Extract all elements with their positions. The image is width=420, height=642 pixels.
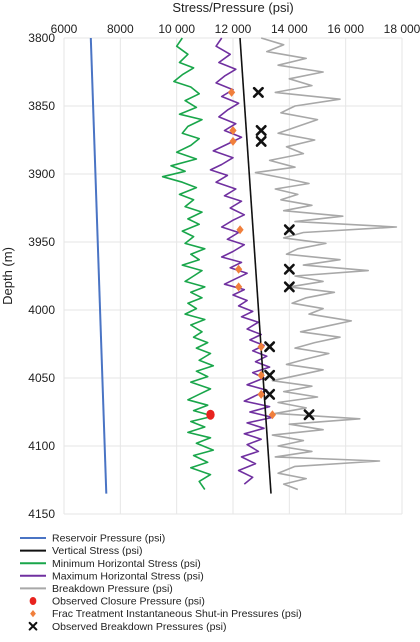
frac-treatment-instantaneous-shut-in-pressures-marker	[257, 370, 265, 380]
reservoir-pressure-line	[89, 37, 108, 494]
observed-breakdown-pressures-marker	[264, 341, 276, 353]
legend-label-observed-closure-pressure: Observed Closure Pressure (psi)	[52, 596, 205, 608]
frac-treatment-instantaneous-shut-in-pressures-marker	[229, 125, 237, 135]
frac-treatment-instantaneous-shut-in-pressures-marker	[229, 136, 237, 146]
observed-breakdown-pressures-marker	[255, 124, 267, 136]
x-tick-label: 10 000	[158, 22, 195, 36]
y-tick-label: 3850	[28, 99, 55, 113]
observed-closure-pressure-marker	[206, 409, 215, 420]
x-tick-label: 18 000	[384, 22, 420, 36]
frac-treatment-instantaneous-shut-in-pressures-marker	[257, 342, 265, 352]
observed-breakdown-pressures-marker	[252, 86, 264, 98]
y-tick-label: 4100	[28, 439, 55, 453]
observed-breakdown-pressures-marker	[283, 281, 295, 293]
y-tick-labels: 3800 3850 3900 3950 4000 4050 4100 4150	[28, 31, 55, 521]
legend-label-vertical-stress: Vertical Stress (psi)	[52, 545, 142, 557]
x-tick-label: 16 000	[327, 22, 364, 36]
legend-label-reservoir-pressure: Reservoir Pressure (psi)	[52, 533, 165, 545]
x-tick-label: 6000	[51, 22, 78, 36]
y-tick-label: 4150	[28, 507, 55, 521]
legend: Reservoir Pressure (psi)Vertical Stress …	[20, 533, 302, 633]
x-tick-label: 12 000	[215, 22, 252, 36]
observed-breakdown-pressures-marker	[283, 224, 295, 236]
legend-label-frac-treatment-instantaneous-shut-in-pressures: Frac Treatment Instantaneous Shut-in Pre…	[52, 608, 302, 620]
x-tick-label: 14 000	[271, 22, 308, 36]
frac-treatment-instantaneous-shut-in-pressures-marker	[236, 225, 244, 235]
breakdown-pressure-line	[254, 37, 398, 491]
legend-label-minimum-horizontal-stress: Minimum Horizontal Stress (psi)	[52, 558, 201, 570]
observed-breakdown-pressures-marker	[303, 409, 315, 421]
observed-breakdown-pressures-marker	[255, 135, 267, 147]
observed-breakdown-pressures-marker	[283, 263, 295, 275]
frac-treatment-instantaneous-shut-in-pressures-marker	[235, 282, 243, 292]
y-tick-label: 4050	[28, 371, 55, 385]
x-tick-labels: 6000 8000 10 000 12 000 14 000 16 000 18 000	[51, 22, 420, 36]
legend-label-maximum-horizontal-stress: Maximum Horizontal Stress (psi)	[52, 570, 204, 582]
frac-treatment-instantaneous-shut-in-pressures-marker	[235, 264, 243, 274]
x-axis-title: Stress/Pressure (psi)	[172, 0, 293, 15]
maximum-horizontal-stress-line	[209, 37, 274, 485]
y-tick-label: 3950	[28, 235, 55, 249]
frac-treatment-instantaneous-shut-in-pressures-marker	[257, 389, 265, 399]
frac-treatment-instantaneous-shut-in-pressures-marker	[268, 410, 277, 420]
observed-breakdown-pressures-marker	[264, 369, 276, 381]
x-tick-label: 8000	[107, 22, 134, 36]
minimum-horizontal-stress-line	[161, 37, 215, 490]
vertical-stress-line	[239, 37, 272, 494]
legend-label-observed-breakdown-pressures: Observed Breakdown Pressures (psi)	[52, 621, 227, 633]
y-axis-title: Depth (m)	[0, 247, 15, 305]
legend-swatch-observed-breakdown-pressures	[28, 621, 38, 631]
series-lines	[89, 37, 398, 494]
frac-treatment-instantaneous-shut-in-pressures-marker	[227, 87, 236, 97]
legend-label-breakdown-pressure: Breakdown Pressure (psi)	[52, 583, 173, 595]
grid-lines	[63, 37, 403, 515]
y-tick-label: 3800	[28, 31, 55, 45]
legend-swatch-frac-treatment-instantaneous-shut-in-pressures	[30, 610, 36, 618]
legend-swatch-observed-closure-pressure	[29, 597, 37, 605]
y-tick-label: 4000	[28, 303, 55, 317]
series-markers	[206, 86, 315, 421]
y-tick-label: 3900	[28, 167, 55, 181]
observed-breakdown-pressures-marker	[264, 388, 276, 400]
